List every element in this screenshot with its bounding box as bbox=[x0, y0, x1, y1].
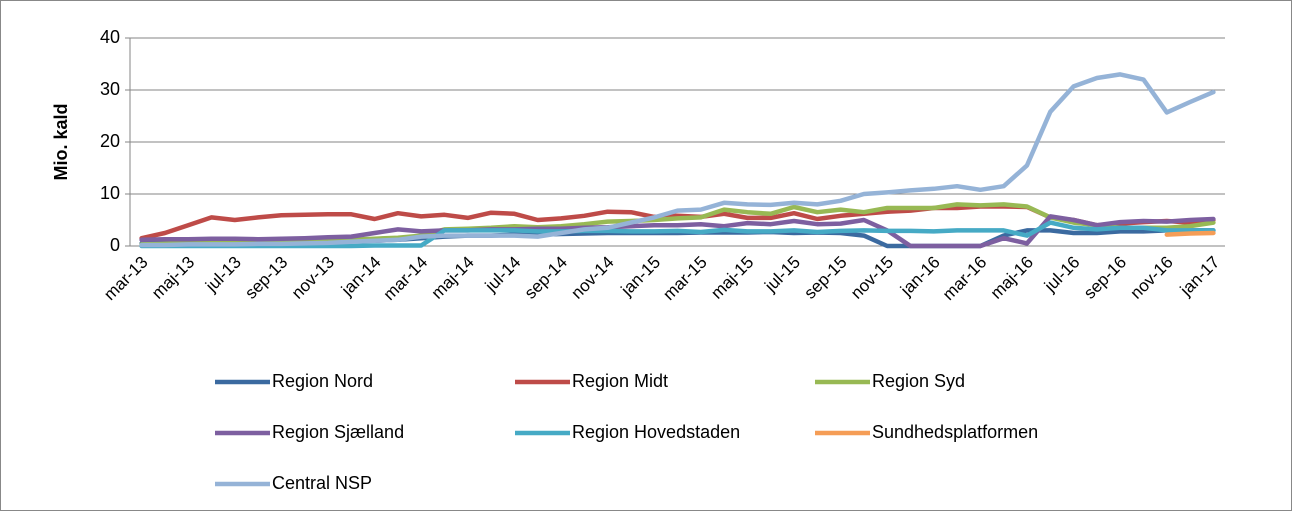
y-tick-label: 30 bbox=[100, 79, 120, 99]
y-tick-label: 10 bbox=[100, 183, 120, 203]
legend-label: Region Syd bbox=[872, 371, 965, 391]
y-tick-label: 0 bbox=[110, 235, 120, 255]
y-axis-label: Mio. kald bbox=[51, 103, 71, 180]
series-line bbox=[139, 202, 1216, 247]
series-line bbox=[1164, 230, 1216, 237]
legend-label: Region Sjælland bbox=[272, 422, 404, 442]
legend-label: Region Hovedstaden bbox=[572, 422, 740, 442]
series-line bbox=[139, 214, 1216, 249]
legend-label: Region Nord bbox=[272, 371, 373, 391]
legend-label: Central NSP bbox=[272, 473, 372, 493]
legend-label: Sundhedsplatformen bbox=[872, 422, 1038, 442]
series-line bbox=[139, 220, 1216, 249]
y-tick-label: 20 bbox=[100, 131, 120, 151]
y-tick-label: 40 bbox=[100, 27, 120, 47]
series-line bbox=[139, 72, 1216, 248]
legend-label: Region Midt bbox=[572, 371, 668, 391]
